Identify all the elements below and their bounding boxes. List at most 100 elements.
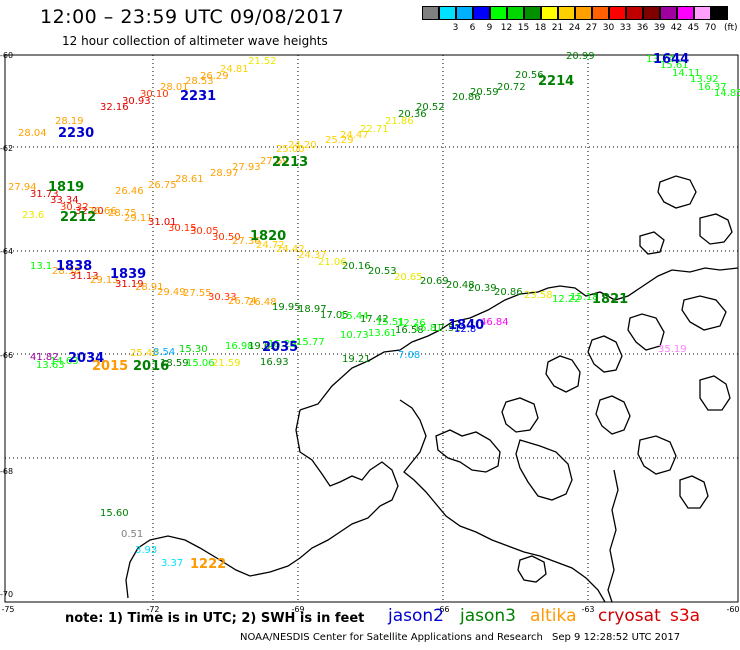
swh-observation: 27.69 <box>260 156 289 167</box>
swh-observation: 31.73 <box>30 189 59 200</box>
track-time: 1819 <box>48 180 84 195</box>
track-time-labels: 2231 2230 2214 2213 1644 1819 2212 1820 1838 1839… <box>48 52 689 572</box>
latitude-label: -60 <box>0 51 13 60</box>
longitude-label: -75 <box>1 605 14 614</box>
swh-observation: 20.16 <box>342 261 371 272</box>
satellite-legend-s3a: s3a <box>670 606 701 626</box>
latitude-label: -68 <box>0 467 13 476</box>
swh-observation: 46.84 <box>480 317 509 328</box>
scale-label: 42 <box>670 23 683 33</box>
swh-observation: 32.16 <box>100 102 129 113</box>
scale-swatch <box>524 6 541 20</box>
satellite-legend-cryosat: cryosat <box>598 606 661 626</box>
swh-observation: 24.47 <box>340 130 369 141</box>
scale-label: 15 <box>517 23 530 33</box>
track-time: 1821 <box>592 292 628 307</box>
swh-observation: 3.37 <box>161 558 183 569</box>
swh-observation: 29.13 <box>90 275 119 286</box>
swh-observation: 30.32 <box>60 202 89 213</box>
track-time: 2212 <box>60 210 96 225</box>
wave-height-observations: 21.5224.8126.2928.5328.0130.1030.9332.16… <box>0 0 740 569</box>
swh-observation: 20.65 <box>394 272 423 283</box>
swh-observation: 16.58 <box>395 325 424 336</box>
coastline <box>125 175 739 603</box>
swh-observation: 27.36 <box>232 236 261 247</box>
latitude-label: -70 <box>0 590 13 599</box>
swh-observation: 14.85 <box>714 88 740 99</box>
swh-observation: 21.86 <box>385 116 414 127</box>
swh-observation: 13.61 <box>368 328 397 339</box>
scale-swatch <box>626 6 643 20</box>
longitude-label: -72 <box>146 605 159 614</box>
swh-observation: 28.01 <box>160 82 189 93</box>
satellite-legend-altika: altika <box>530 606 577 626</box>
scale-swatch <box>558 6 575 20</box>
swh-observation: 26.48 <box>248 297 277 308</box>
legend-note: note: 1) Time is in UTC; 2) SWH is in fe… <box>65 611 365 626</box>
swh-observation: 31.01 <box>148 217 177 228</box>
track-time: 2034 <box>68 351 104 366</box>
scale-swatch <box>609 6 626 20</box>
swh-observation: 19.21 <box>342 354 371 365</box>
swh-observation: 26.66 <box>88 206 117 217</box>
swh-observation: 33.34 <box>50 195 79 206</box>
swh-observation: 12.22 <box>552 294 581 305</box>
scale-label: 12 <box>500 23 513 33</box>
swh-observation: 15.81 <box>414 323 443 334</box>
scale-swatch <box>439 6 456 20</box>
swh-observation: 25.48 <box>130 348 159 359</box>
swh-observation: 30.50 <box>212 232 241 243</box>
swh-observation: 26.75 <box>148 180 177 191</box>
swh-observation: 31.13 <box>70 271 99 282</box>
swh-observation: 25.00 <box>276 144 305 155</box>
swh-observation: 12.8 <box>454 324 476 335</box>
latitude-label: -66 <box>0 351 13 360</box>
scale-swatch <box>711 6 728 20</box>
footer-timestamp: Sep 9 12:28:52 UTC 2017 <box>552 632 681 643</box>
swh-observation: 13.63 <box>36 360 65 371</box>
swh-observation: 10.73 <box>340 330 369 341</box>
swh-observation: 18.97 <box>298 304 327 315</box>
swh-observation: 1.79 <box>0 0 22 3</box>
track-time: 2231 <box>180 89 216 104</box>
swh-observation: 26.46 <box>115 186 144 197</box>
track-time: 1839 <box>110 267 146 282</box>
swh-observation: 31.19 <box>115 279 144 290</box>
swh-observation: 27.94 <box>8 182 37 193</box>
swh-observation: 16.93 <box>260 357 289 368</box>
swh-observation: 35.19 <box>658 344 687 355</box>
swh-observation: 16.98 <box>225 341 254 352</box>
scale-swatch <box>541 6 558 20</box>
scale-swatch <box>507 6 524 20</box>
swh-observation: 28.91 <box>135 282 164 293</box>
swh-observation: 20.48 <box>446 280 475 291</box>
swh-observation: 15.51 <box>376 317 405 328</box>
swh-observation: 17.51 <box>432 323 461 334</box>
longitude-label: -63 <box>581 605 594 614</box>
track-time: 1820 <box>250 229 286 244</box>
swh-observation: 25.29 <box>325 135 354 146</box>
swh-observation: 28.97 <box>210 168 239 179</box>
swh-observation: 13.92 <box>690 74 719 85</box>
scale-swatch <box>422 6 439 20</box>
swh-observation: 20.86 <box>494 287 523 298</box>
swh-observation: 19.95 <box>272 302 301 313</box>
scale-label: 24 <box>568 23 581 33</box>
swh-observation: 20.36 <box>398 109 427 120</box>
scale-swatch <box>677 6 694 20</box>
footer-credit: NOAA/NESDIS Center for Satellite Applica… <box>240 632 543 643</box>
scale-swatch <box>592 6 609 20</box>
swh-observation: 30.33 <box>208 292 237 303</box>
swh-observation: 23.6 <box>22 210 44 221</box>
scale-label: 45 <box>687 23 700 33</box>
swh-observation: 21.59 <box>212 358 241 369</box>
swh-observation: 3.93 <box>135 545 157 556</box>
scale-label: 36 <box>636 23 649 33</box>
track-time: 1222 <box>190 557 226 572</box>
swh-observation: 27.93 <box>232 162 261 173</box>
swh-observation: 28.38 <box>52 266 81 277</box>
swh-observation: 28.75 <box>108 208 137 219</box>
scale-label: 30 <box>602 23 615 33</box>
scale-label: 9 <box>486 23 493 33</box>
